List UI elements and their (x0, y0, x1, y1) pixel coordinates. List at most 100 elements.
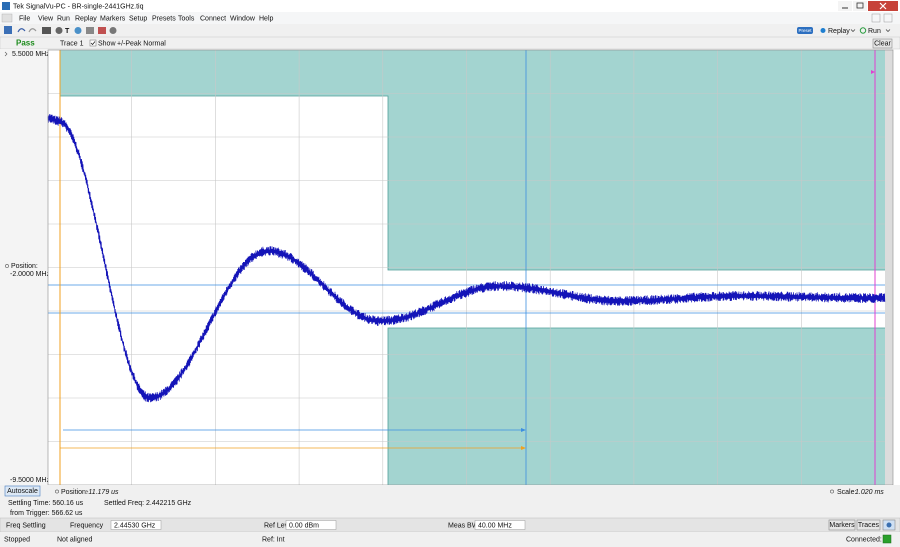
menu-item[interactable]: Markers (100, 15, 126, 22)
run-icon (859, 27, 867, 34)
mask-edge (60, 95, 885, 485)
plot-right-margin (885, 50, 893, 485)
position-icon (5, 264, 9, 268)
menu-item[interactable]: View (38, 15, 54, 22)
traces-button[interactable] (856, 519, 881, 531)
display-header (0, 36, 900, 50)
connection-indicator (882, 534, 892, 544)
autoscale-label: Autoscale (7, 488, 38, 495)
menu-item[interactable]: Help (259, 15, 274, 22)
connection-label: Connected: (846, 536, 882, 543)
minimize-button[interactable] (838, 1, 852, 11)
y-center-label[interactable]: -2.0000 MHz (10, 271, 51, 278)
settled-freq: Settled Freq: 2.442215 GHz (104, 500, 192, 507)
grid (48, 50, 885, 485)
ref-lev-label: Ref Lev (264, 522, 289, 529)
detection-select[interactable]: +/-Peak Normal (117, 40, 166, 47)
y-top-label[interactable]: 5.5000 MHz (12, 51, 50, 58)
menu-item[interactable]: Presets (152, 15, 176, 22)
results-panel (0, 485, 900, 518)
frequency-field[interactable] (110, 520, 162, 530)
zoom-icon[interactable] (109, 27, 117, 34)
show-label: Show (98, 40, 116, 47)
redo-icon[interactable] (28, 28, 37, 33)
print-icon[interactable] (42, 27, 51, 34)
settling-arrowhead (521, 428, 526, 432)
mask (60, 50, 885, 485)
trigger-arrowhead (521, 446, 526, 450)
preset-button[interactable] (797, 27, 813, 34)
save-icon[interactable] (4, 26, 12, 34)
ref-lev-value: 0.00 dBm (289, 522, 319, 529)
reference-status: Ref: Int (262, 536, 285, 543)
menu-item[interactable]: Run (57, 15, 70, 22)
ref-lev-field[interactable] (285, 520, 337, 530)
meas-bw-field[interactable] (474, 520, 526, 530)
maximize-button[interactable] (853, 1, 867, 11)
menu-item[interactable]: Window (230, 15, 256, 22)
toolbar (0, 24, 900, 37)
pass-status: Pass (16, 39, 35, 48)
mask-upper-right (388, 50, 885, 270)
frequency-value: 2.44530 GHz (114, 522, 156, 529)
plot-area (47, 49, 894, 486)
end-marker-flag (871, 70, 875, 74)
menu-items: File View Run Replay Markers Setup Presets Tool… (19, 15, 274, 22)
clear-label: Clear (874, 41, 891, 48)
autoscale-button[interactable] (4, 485, 41, 497)
y-position-label: Position: (11, 263, 38, 270)
menu-item[interactable]: Setup (129, 15, 147, 22)
marker-icon[interactable]: T (65, 28, 70, 35)
frequency-label: Frequency (70, 522, 104, 529)
x-position-value[interactable]: -11.179 us (86, 489, 119, 496)
menu-item[interactable]: Connect (200, 15, 226, 22)
peak-icon[interactable] (74, 27, 82, 34)
settings-gear (886, 522, 892, 528)
run-dropdown[interactable] (885, 29, 891, 32)
meas-bw-value: 40.00 MHz (478, 522, 512, 529)
menu-item[interactable]: Replay (75, 15, 97, 22)
footer (0, 532, 900, 547)
measurement-name: Freq Settling (6, 522, 46, 529)
measure-icon[interactable] (98, 27, 106, 34)
run-button[interactable]: Run (868, 28, 881, 35)
y-bottom-label[interactable]: -9.5000 MHz (10, 477, 51, 484)
mask-lower-right (388, 328, 885, 485)
alignment-status: Not aligned (57, 536, 93, 543)
traces-label: Traces (858, 522, 880, 529)
menu-bar (0, 12, 900, 24)
undo-icon[interactable] (17, 28, 26, 33)
maximize-icon (856, 2, 864, 9)
meas-bw-label: Meas BW (448, 522, 479, 529)
trace-select[interactable]: Trace 1 (60, 40, 84, 47)
scale-icon (830, 489, 834, 494)
close-icon (879, 2, 887, 10)
system-menu[interactable] (1, 13, 13, 23)
window-title: Tek SignalVu-PC - BR-single-2441GHz.tiq (13, 3, 144, 10)
markers-button[interactable] (828, 519, 856, 531)
replay-dropdown[interactable] (850, 29, 856, 32)
menu-item[interactable]: File (19, 15, 30, 22)
checkmark (90, 41, 96, 46)
scale-value[interactable]: 1.020 ms (855, 489, 884, 496)
clear-button[interactable] (872, 38, 893, 49)
menu-item[interactable]: Tools (178, 15, 195, 22)
restore-button[interactable] (871, 13, 881, 23)
toolbar-icons: T (4, 26, 117, 35)
mask-upper-left (60, 50, 388, 96)
settings-icon[interactable] (55, 27, 63, 34)
preset-label: Preset (798, 28, 812, 33)
x-position-label: Position: (61, 489, 88, 496)
replay-icon (820, 28, 826, 33)
app-icon (2, 2, 10, 10)
settling-time: Settling Time: 560.16 us (8, 500, 84, 507)
replay-button[interactable]: Replay (828, 28, 850, 35)
title-bar (0, 0, 900, 12)
show-checkbox[interactable] (89, 39, 97, 47)
close-doc-button[interactable] (883, 13, 893, 23)
table-icon[interactable] (86, 27, 94, 34)
y-top-arrow (4, 51, 8, 57)
x-position-icon (55, 489, 59, 494)
from-trigger: from Trigger: 566.62 us (10, 510, 83, 517)
